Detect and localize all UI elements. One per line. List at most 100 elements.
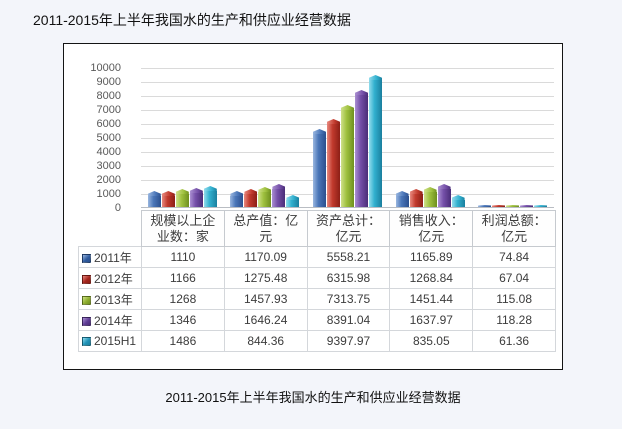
bar-body <box>478 206 492 207</box>
table-cell: 1646.24 <box>223 309 308 331</box>
bar-2013年-5 <box>506 205 520 207</box>
bar-group-4 <box>389 68 472 207</box>
bar-body <box>286 200 300 207</box>
table-cell: 1275.48 <box>223 267 308 289</box>
row-label-2013年: 2013年 <box>78 288 142 310</box>
bar-body <box>520 206 534 207</box>
bar-group-3 <box>306 68 389 207</box>
bar-cap <box>244 189 258 194</box>
table-cell: 1486 <box>141 330 225 352</box>
bar-2011年-1 <box>147 191 161 207</box>
table-cell: 1451.44 <box>389 288 474 310</box>
plot-area <box>141 68 554 208</box>
y-axis: 10000 9000 8000 7000 6000 5000 4000 3000 2000 100… <box>78 62 141 214</box>
bar-2011年-2 <box>230 191 244 207</box>
row-label-2012年: 2012年 <box>78 267 142 289</box>
bar-cap <box>312 129 326 134</box>
y-axis-tick-label: 3000 <box>96 160 121 172</box>
chart-panel: 10000 9000 8000 7000 6000 5000 4000 3000 2000 100… <box>63 43 563 370</box>
bar-2015H1-1 <box>203 186 217 207</box>
bar-2011年-4 <box>395 191 409 207</box>
bar-2013年-4 <box>423 187 437 207</box>
column-header-2: 总产值：亿元 <box>223 210 308 247</box>
bar-cap <box>354 90 368 95</box>
table-cell: 835.05 <box>389 330 474 352</box>
bar-group-2 <box>224 68 307 207</box>
bar-body <box>423 192 437 207</box>
bar-cap <box>520 205 534 206</box>
bar-body <box>534 206 548 207</box>
table-cell: 115.08 <box>472 288 556 310</box>
bar-body <box>161 196 175 207</box>
table-cell: 1268 <box>141 288 225 310</box>
bar-2014年-5 <box>520 205 534 207</box>
bar-2012年-1 <box>161 191 175 207</box>
y-axis-tick-label: 1000 <box>96 188 121 200</box>
bar-cap <box>492 205 506 206</box>
table-row-2012年: 2012年 1166 1275.48 6315.98 1268.84 67.04 <box>78 267 556 289</box>
table-cell: 1166 <box>141 267 225 289</box>
table-cell: 8391.04 <box>306 309 391 331</box>
data-table: 规模以上企业数：家 总产值：亿元 资产总计：亿元 销售收入：亿元 利润总额：亿元 201… <box>78 210 556 352</box>
gridline <box>141 82 554 83</box>
row-label-2014年: 2014年 <box>78 309 142 331</box>
bar-2011年-3 <box>312 129 326 207</box>
bar-2013年-3 <box>340 105 354 207</box>
bar-body <box>203 191 217 207</box>
bar-cap <box>189 188 203 193</box>
bar-2013年-1 <box>175 189 189 207</box>
table-cell: 1346 <box>141 309 225 331</box>
table-row-2015H1: 2015H1 1486 844.36 9397.97 835.05 61.36 <box>78 330 556 352</box>
bar-body <box>506 206 520 207</box>
bar-cap <box>147 191 161 196</box>
bar-cap <box>340 105 354 110</box>
y-axis-tick-label: 2000 <box>96 174 121 186</box>
gridline <box>141 68 554 69</box>
y-axis-tick-label: 10000 <box>90 62 121 74</box>
bar-body <box>189 193 203 207</box>
column-header-5: 利润总额：亿元 <box>472 210 556 247</box>
bar-cap <box>326 119 340 124</box>
bar-body <box>340 110 354 207</box>
table-cell: 61.36 <box>472 330 556 352</box>
row-label-2011年: 2011年 <box>78 246 142 268</box>
bar-cap <box>478 205 492 206</box>
table-row-2013年: 2013年 1268 1457.93 7313.75 1451.44 115.08 <box>78 288 556 310</box>
table-cell: 67.04 <box>472 267 556 289</box>
bar-2015H1-5 <box>534 205 548 207</box>
bar-2014年-4 <box>437 184 451 207</box>
table-cell: 1637.97 <box>389 309 474 331</box>
table-header: 规模以上企业数：家 总产值：亿元 资产总计：亿元 销售收入：亿元 利润总额：亿元 <box>79 210 556 247</box>
table-cell: 1170.09 <box>223 246 308 268</box>
bar-body <box>395 196 409 207</box>
bar-cap <box>203 186 217 191</box>
y-axis-tick-label: 5000 <box>96 132 121 144</box>
table-header-row: 规模以上企业数：家 总产值：亿元 资产总计：亿元 销售收入：亿元 利润总额：亿元 <box>79 210 556 247</box>
bar-cap <box>534 205 548 206</box>
table-cell: 7313.75 <box>306 288 391 310</box>
bar-2013年-2 <box>258 187 272 207</box>
bar-cap <box>175 189 189 194</box>
bar-cap <box>368 75 382 80</box>
bar-2012年-3 <box>326 119 340 207</box>
bar-body <box>175 194 189 207</box>
bar-2015H1-4 <box>451 195 465 207</box>
bar-group-1 <box>141 68 224 207</box>
page-title: 2011-2015年上半年我国水的生产和供应业经营数据 <box>33 12 351 28</box>
y-axis-tick-label: 6000 <box>96 118 121 130</box>
bar-body <box>451 200 465 207</box>
bar-body <box>326 124 340 207</box>
bar-2011年-5 <box>478 205 492 207</box>
bar-body <box>312 134 326 207</box>
bar-cap <box>161 191 175 196</box>
table-cell: 5558.21 <box>306 246 391 268</box>
y-axis-tick-label: 4000 <box>96 146 121 158</box>
table-cell: 1110 <box>141 246 225 268</box>
table-cell: 9397.97 <box>306 330 391 352</box>
page: 2011-2015年上半年我国水的生产和供应业经营数据 10000 9000 800… <box>0 10 622 406</box>
chart-caption: 2011-2015年上半年我国水的生产和供应业经营数据 <box>165 390 461 405</box>
bar-cap <box>258 187 272 192</box>
bar-body <box>147 196 161 207</box>
column-header-3: 资产总计：亿元 <box>306 210 391 247</box>
bar-cap <box>437 184 451 189</box>
